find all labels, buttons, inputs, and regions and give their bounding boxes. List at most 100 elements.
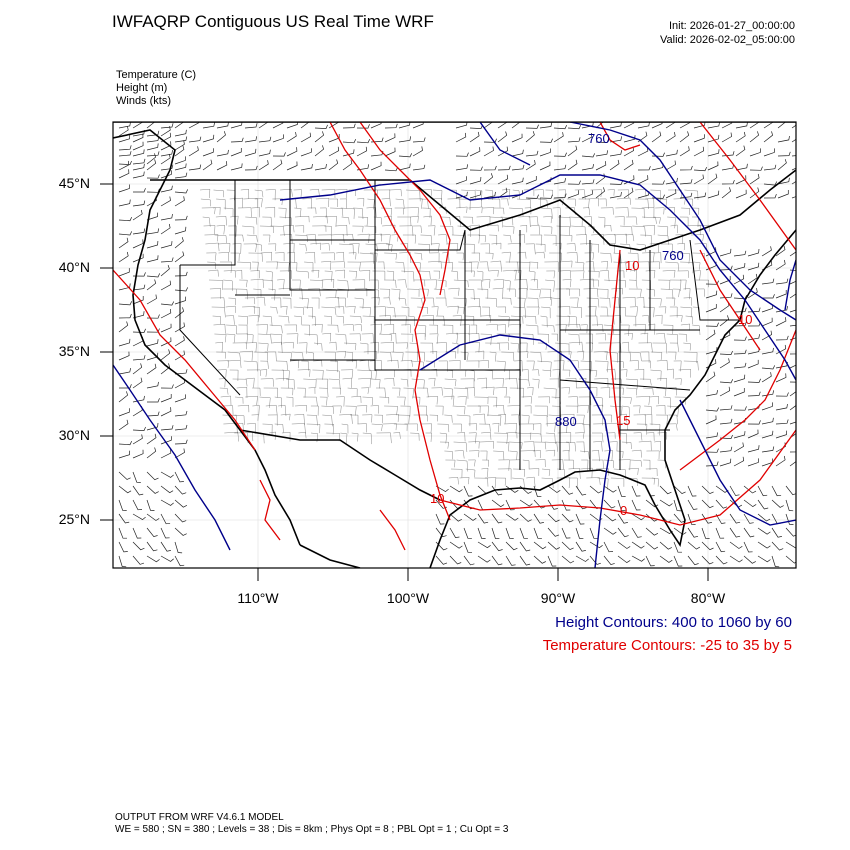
wind-barb (314, 145, 325, 157)
county-line (306, 423, 321, 434)
county-line (635, 396, 650, 406)
county-line (630, 269, 637, 281)
county-line (253, 288, 262, 297)
county-line (485, 189, 493, 200)
county-line (420, 234, 432, 246)
county-line (559, 351, 572, 359)
county-line (472, 413, 486, 425)
lon-label-110: 110°W (237, 590, 279, 606)
wind-barb (707, 161, 719, 171)
wind-barb (160, 485, 174, 494)
county-line (569, 477, 579, 489)
wind-barb (747, 288, 758, 299)
county-line (534, 189, 545, 197)
wind-barb (791, 181, 796, 185)
county-line (354, 324, 362, 332)
county-line (502, 225, 515, 234)
county-line (445, 332, 458, 344)
county-line (254, 189, 264, 198)
county-line (438, 360, 448, 372)
wind-barb (721, 187, 732, 199)
county-line (459, 324, 470, 336)
county-line (670, 224, 678, 234)
wind-barb (651, 131, 662, 143)
county-line (547, 351, 562, 361)
county-line (277, 279, 285, 290)
county-line (530, 234, 543, 246)
county-line (543, 234, 557, 246)
wind-barb (539, 148, 551, 157)
wind-barb (146, 471, 159, 481)
county-line (496, 441, 510, 452)
county-line (587, 387, 598, 397)
wind-barb (174, 307, 185, 319)
county-line (362, 432, 372, 445)
county-line (278, 315, 290, 324)
wind-barb (789, 451, 796, 453)
wind-barb (491, 541, 503, 552)
county-line (294, 225, 304, 233)
county-line (301, 360, 309, 371)
wind-barb (328, 159, 339, 171)
county-line (475, 350, 485, 360)
wind-barb (342, 123, 356, 129)
county-line (509, 450, 518, 461)
wind-barb (132, 541, 145, 551)
wind-barb (771, 485, 782, 497)
wind-barb (133, 188, 146, 193)
county-line (467, 306, 482, 318)
wind-barb (589, 513, 603, 522)
county-line (480, 333, 492, 346)
wind-barb (174, 350, 185, 361)
county-line (584, 252, 594, 260)
county-line (335, 225, 348, 236)
county-line (206, 252, 217, 261)
county-line (460, 351, 469, 361)
wind-barb (118, 440, 133, 446)
county-line (427, 225, 436, 236)
county-line (505, 432, 518, 439)
wind-barb (132, 239, 144, 249)
county-line (271, 297, 282, 308)
county-line (594, 396, 604, 407)
county-line (557, 306, 571, 315)
county-line (322, 333, 331, 342)
county-line (420, 423, 432, 433)
wind-barb (119, 384, 132, 389)
county-line (646, 288, 655, 297)
wind-barb (160, 153, 171, 165)
map-frame (112, 121, 797, 569)
county-line (579, 333, 593, 345)
county-line (591, 234, 605, 245)
wind-barb (659, 499, 673, 507)
wind-barb (609, 159, 620, 171)
county-line (516, 198, 531, 208)
county-line (634, 369, 645, 380)
wind-barb (118, 541, 128, 553)
county-line (260, 369, 268, 377)
county-line (352, 279, 365, 289)
wind-barb (244, 123, 258, 129)
county-line (303, 378, 317, 389)
wind-barb (761, 347, 774, 355)
wind-barb (314, 124, 328, 129)
county-line (310, 242, 322, 251)
county-line (413, 414, 428, 422)
county-line (558, 216, 571, 228)
wind-barb (174, 156, 186, 165)
wind-barb (118, 513, 130, 524)
county-line (260, 360, 269, 369)
county-line (633, 405, 641, 414)
county-line (457, 225, 471, 238)
county-line (504, 378, 518, 390)
county-line (362, 315, 375, 324)
wind-barb (314, 131, 325, 143)
wind-barb (525, 124, 539, 129)
county-line (446, 305, 459, 314)
wind-barb (160, 394, 172, 403)
county-line (606, 432, 616, 439)
county-line (620, 369, 628, 377)
lon-label-90: 90°W (540, 590, 576, 606)
wind-barb (707, 134, 720, 143)
county-line (488, 270, 499, 277)
